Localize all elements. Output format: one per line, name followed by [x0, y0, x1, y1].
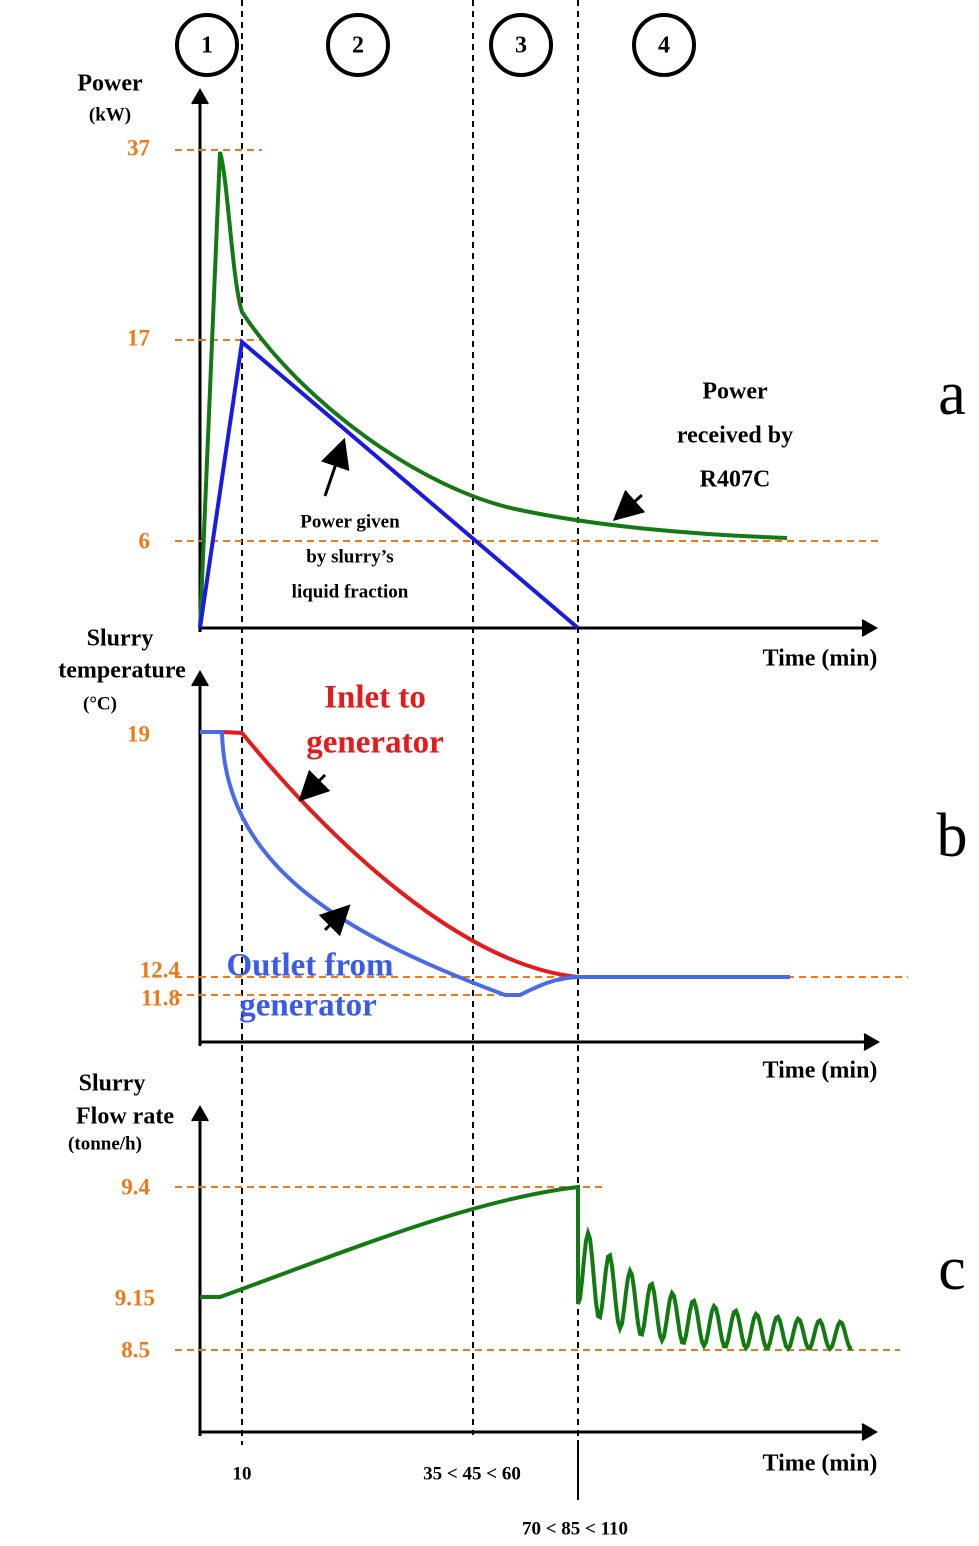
annotation: generator — [239, 988, 376, 1024]
axes — [198, 680, 870, 1046]
phase-label: 4 — [658, 33, 670, 59]
y-label: (kW) — [89, 104, 131, 125]
y-label: Slurry — [79, 1071, 146, 1097]
phase-circle — [326, 13, 390, 77]
y-label: Slurry — [87, 626, 154, 652]
time-marker: 10 — [233, 1463, 252, 1484]
axes — [198, 1115, 868, 1436]
tick-label: 9.15 — [115, 1285, 155, 1310]
annotation: Power given — [300, 511, 400, 532]
y-label: (tonne/h) — [68, 1133, 142, 1154]
phase-circle — [489, 13, 553, 77]
time-marker: 70 < 85 < 110 — [522, 1518, 628, 1539]
y-label: Power — [77, 71, 143, 97]
axes — [198, 97, 868, 632]
phase-circle — [632, 13, 696, 77]
tick-label: 19 — [127, 721, 150, 746]
phase-label: 3 — [515, 33, 527, 59]
annotation: Outlet from — [226, 948, 393, 984]
annotation: Inlet to — [324, 680, 426, 716]
phase-circle — [175, 13, 239, 77]
x-label: Time (min) — [763, 646, 878, 672]
pointer — [320, 437, 350, 497]
tick-label: 11.8 — [141, 985, 180, 1010]
panel-a: Power (kW) 37 17 6 Power received by R40… — [77, 71, 965, 672]
curve — [200, 1184, 852, 1353]
y-label: (°C) — [83, 693, 117, 714]
phase-markers: 1 2 3 4 — [175, 13, 696, 77]
tick-label: 12.4 — [140, 957, 181, 982]
annotation: generator — [306, 725, 443, 761]
tick-label: 6 — [139, 528, 151, 553]
phase-label: 2 — [352, 33, 364, 59]
annotation: received by — [677, 423, 793, 449]
curve — [198, 338, 580, 630]
curve — [198, 151, 788, 629]
pointer — [318, 904, 351, 937]
time-marker: 35 < 45 < 60 — [423, 1463, 521, 1484]
annotation: by slurry’s — [306, 546, 393, 567]
x-label: Time (min) — [763, 1451, 878, 1477]
panel-b: Slurry temperature (°C) 19 12.4 11.8 Inl… — [58, 626, 967, 1084]
y-label: temperature — [58, 658, 186, 684]
tick-label: 37 — [127, 135, 150, 160]
tick-label: 8.5 — [121, 1337, 150, 1362]
tick-label: 9.4 — [121, 1174, 150, 1199]
curve — [221, 730, 579, 979]
axis-arrows — [191, 669, 881, 1051]
curve — [200, 730, 790, 997]
panel-c: Slurry Flow rate (tonne/h) 9.4 9.15 8.5 … — [68, 1071, 966, 1477]
annotation: Power — [702, 379, 768, 405]
annotation: liquid fraction — [292, 581, 409, 602]
annotation: R407C — [700, 467, 771, 493]
pointer — [612, 489, 646, 521]
tick-label: 17 — [127, 325, 150, 350]
pointer — [298, 769, 331, 802]
panel-letter: b — [937, 802, 968, 870]
x-label: Time (min) — [763, 1058, 878, 1084]
phase-label: 1 — [201, 33, 213, 59]
y-label: Flow rate — [76, 1104, 174, 1130]
axis-arrows — [191, 1104, 879, 1441]
panel-letter: c — [938, 1235, 966, 1303]
axis-arrows — [191, 87, 879, 637]
panel-letter: a — [938, 360, 966, 428]
